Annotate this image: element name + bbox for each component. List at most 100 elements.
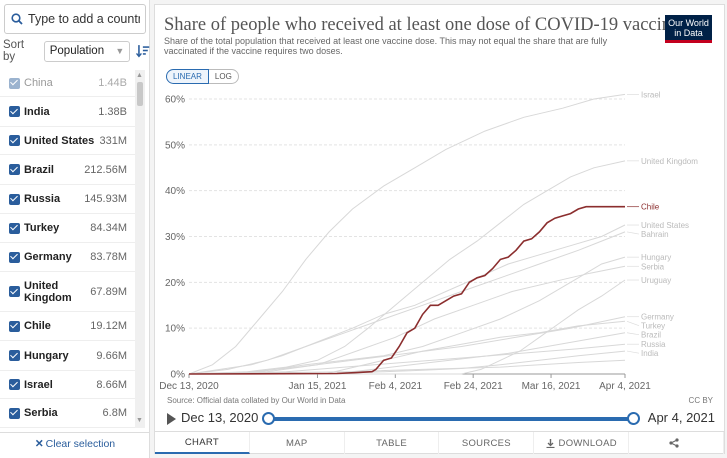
- country-item[interactable]: Chile 19.12M: [0, 312, 135, 341]
- series-end-label: Germany: [641, 313, 674, 322]
- series-line: [188, 224, 626, 375]
- series-end-label: United Kingdom: [641, 157, 698, 166]
- country-population: 9.66M: [96, 349, 127, 362]
- share-icon: [669, 438, 679, 448]
- country-name: Russia: [24, 193, 61, 205]
- series-end-label: Uruguay: [641, 276, 671, 285]
- timeline-start-label: Dec 13, 2020: [181, 410, 259, 425]
- series-line: [189, 320, 626, 375]
- sidebar: Sort by Population ▼ China 1.44B India 1.38…: [0, 0, 150, 458]
- search-icon: [11, 13, 23, 25]
- country-item[interactable]: Brazil 212.56M: [0, 155, 135, 185]
- sort-select[interactable]: Population ▼: [43, 40, 131, 62]
- clear-selection-label: Clear selection: [45, 437, 116, 450]
- checkbox[interactable]: [9, 350, 20, 361]
- linear-scale-button[interactable]: LINEAR: [166, 69, 209, 84]
- checkbox[interactable]: [9, 222, 20, 234]
- timeline-track[interactable]: [268, 417, 633, 421]
- checkbox[interactable]: [9, 286, 20, 297]
- checkbox[interactable]: [9, 320, 20, 332]
- checkbox[interactable]: [9, 379, 20, 390]
- country-item[interactable]: China 1.44B: [0, 70, 135, 97]
- x-tick-label: Mar 16, 2021: [522, 381, 581, 392]
- country-item[interactable]: Germany 83.78M: [0, 243, 135, 272]
- series-line: [188, 256, 626, 375]
- scroll-thumb[interactable]: [137, 82, 143, 106]
- checkbox[interactable]: [9, 407, 20, 419]
- series-line: [188, 231, 626, 375]
- license-link[interactable]: CC BY: [688, 396, 713, 405]
- tab-share[interactable]: [629, 432, 724, 454]
- series-end-label: India: [641, 349, 659, 358]
- source-note: Source: Official data collated by Our Wo…: [167, 396, 346, 405]
- checkbox[interactable]: [9, 164, 20, 175]
- country-item[interactable]: Russia 145.93M: [0, 185, 135, 214]
- chart-subtitle: Share of the total population that recei…: [164, 36, 608, 56]
- sort-order-icon[interactable]: [136, 44, 150, 58]
- tab-label: CHART: [184, 436, 219, 448]
- tab-download[interactable]: DOWNLOAD: [534, 432, 630, 454]
- country-population: 331M: [99, 134, 127, 147]
- country-list: China 1.44B India 1.38B United States 331M Bra…: [0, 70, 135, 428]
- label-connector: [626, 332, 640, 336]
- country-item[interactable]: India 1.38B: [0, 97, 135, 127]
- y-tick-label: 40%: [165, 186, 185, 197]
- series-end-label: Bahrain: [641, 230, 669, 239]
- y-tick-label: 50%: [165, 140, 185, 151]
- tab-map[interactable]: MAP: [250, 432, 345, 454]
- tab-sources[interactable]: SOURCES: [439, 432, 535, 454]
- timeline-start-handle[interactable]: [262, 412, 275, 425]
- country-item[interactable]: Serbia 6.8M: [0, 399, 135, 428]
- country-name: China: [24, 77, 53, 89]
- country-name: India: [24, 105, 50, 118]
- tab-label: MAP: [285, 437, 308, 449]
- country-item[interactable]: United Kingdom 67.89M: [0, 272, 135, 312]
- y-tick-label: 10%: [165, 324, 185, 335]
- checkbox[interactable]: [9, 135, 20, 146]
- checkbox[interactable]: [9, 77, 20, 89]
- y-tick-label: 0%: [171, 370, 186, 381]
- series-line: [188, 205, 625, 375]
- checkbox[interactable]: [9, 251, 20, 263]
- label-connector: [626, 320, 640, 327]
- chart-card: Share of people who received at least on…: [154, 4, 725, 454]
- country-name: Serbia: [24, 407, 58, 419]
- x-tick-label: Jan 15, 2021: [289, 381, 347, 392]
- clear-selection-button[interactable]: ✕ Clear selection: [0, 432, 150, 454]
- series-line: [189, 279, 626, 375]
- timeline-end-handle[interactable]: [627, 412, 640, 425]
- country-name: United Kingdom: [24, 279, 72, 304]
- series-line: [188, 160, 626, 375]
- scrollbar[interactable]: ▲ ▼: [135, 70, 145, 428]
- checkbox[interactable]: [9, 193, 20, 205]
- country-population: 1.38B: [98, 105, 127, 118]
- checkbox[interactable]: [9, 106, 20, 117]
- country-item[interactable]: United States 331M: [0, 127, 135, 155]
- country-search[interactable]: [4, 4, 146, 34]
- country-item[interactable]: Israel 8.66M: [0, 371, 135, 399]
- tab-chart[interactable]: CHART: [155, 432, 250, 454]
- country-name: United States: [24, 134, 95, 147]
- country-item[interactable]: Turkey 84.34M: [0, 214, 135, 243]
- country-population: 212.56M: [84, 163, 127, 176]
- tab-bar: CHART MAP TABLE SOURCES DOWNLOAD: [155, 431, 724, 454]
- series-line: [188, 316, 626, 375]
- scale-toggle: LINEAR LOG: [166, 69, 239, 84]
- series-end-label: Israel: [641, 90, 661, 99]
- tab-table[interactable]: TABLE: [345, 432, 440, 454]
- play-icon[interactable]: [167, 413, 176, 425]
- series-end-label: Turkey: [641, 322, 665, 331]
- sort-by-label: Sort by: [3, 39, 25, 63]
- scroll-down-icon[interactable]: ▼: [136, 417, 143, 424]
- log-scale-button[interactable]: LOG: [208, 69, 239, 84]
- label-connector: [626, 350, 640, 354]
- country-name: Chile: [24, 320, 51, 332]
- country-item[interactable]: Hungary 9.66M: [0, 341, 135, 371]
- x-tick-label: Feb 24, 2021: [444, 381, 503, 392]
- series-line: [188, 93, 626, 375]
- scroll-up-icon[interactable]: ▲: [136, 72, 143, 79]
- series-end-label: Chile: [641, 203, 660, 212]
- country-population: 67.89M: [90, 285, 127, 298]
- country-search-input[interactable]: [28, 12, 140, 26]
- owid-logo[interactable]: Our World in Data: [665, 15, 712, 43]
